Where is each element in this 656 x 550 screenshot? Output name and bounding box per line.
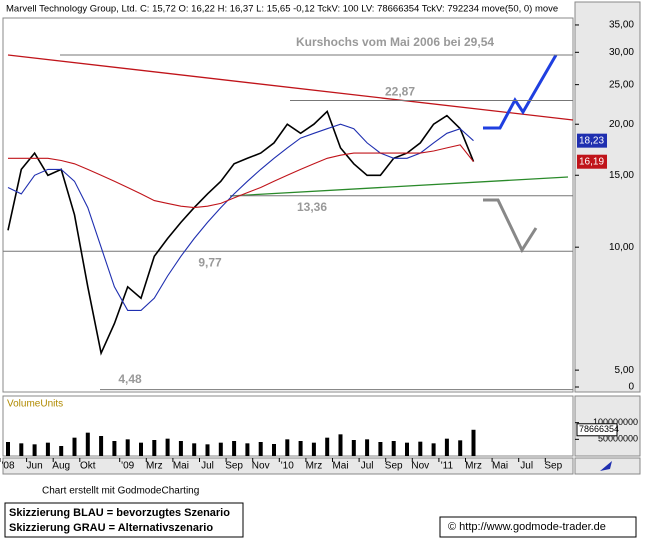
volume-bar <box>458 440 463 456</box>
price-line <box>8 144 474 209</box>
volume-bar <box>378 442 383 456</box>
volume-bar <box>391 441 396 456</box>
header: Marvell Technology Group, Ltd. C: 15,72 … <box>6 4 558 15</box>
end-label: 18,23 <box>579 135 604 146</box>
source: © http://www.godmode-trader.de <box>448 521 606 533</box>
volume-bar <box>72 437 77 456</box>
y-tick-label: 0 <box>628 382 634 393</box>
end-label-box <box>577 154 607 169</box>
x-tick-label: Jul <box>520 461 533 472</box>
volume-bar <box>431 443 436 456</box>
x-tick-label: '11 <box>441 461 454 472</box>
volume-bar <box>125 439 130 456</box>
x-tick-label: '09 <box>121 461 134 472</box>
corner-icon <box>600 461 612 471</box>
volume-bar <box>205 444 210 456</box>
volume-bar <box>19 443 24 456</box>
y-tick-label: 35,00 <box>609 20 634 31</box>
x-tick-label: Mai <box>173 461 189 472</box>
x-tick-label: Sep <box>544 461 562 472</box>
volume-last-box <box>576 423 618 437</box>
volume-bar <box>139 442 143 456</box>
level-label: 13,36 <box>297 200 327 214</box>
level-label: Kurshochs vom Mai 2006 bei 29,54 <box>296 35 494 49</box>
volume-bar <box>218 442 223 456</box>
price-axis-panel <box>574 1 641 393</box>
x-tick-label: '10 <box>281 461 294 472</box>
level-label: 9,77 <box>198 255 222 269</box>
volume-bar <box>152 440 157 456</box>
source-box <box>439 516 637 538</box>
volume-bar <box>351 440 356 456</box>
volume-bar <box>418 441 423 456</box>
volume-title: VolumeUnits <box>7 399 63 410</box>
x-tick-label: Mrz <box>146 461 163 472</box>
volume-bar <box>258 442 263 456</box>
x-tick-label: Jul <box>201 461 214 472</box>
scenario-gray <box>483 198 538 254</box>
x-tick-label: Mrz <box>306 461 323 472</box>
volume-bar <box>192 443 197 456</box>
x-tick-label: Sep <box>225 461 243 472</box>
x-tick-label: Sep <box>385 461 403 472</box>
end-label-box <box>577 133 607 148</box>
volume-bar <box>471 429 476 456</box>
volume-bar <box>112 441 117 456</box>
volume-bar <box>45 442 50 456</box>
y-tick-label: 20,00 <box>609 119 634 130</box>
x-tick-label: Jul <box>361 461 374 472</box>
trend-line <box>7 54 574 121</box>
x-tick-label: Nov <box>411 461 429 472</box>
volume-bar <box>272 444 276 456</box>
volume-bar <box>99 436 104 456</box>
x-tick-label: Mai <box>492 461 508 472</box>
x-tick-label: Aug <box>52 461 70 472</box>
volume-bar <box>85 432 90 456</box>
credit: Chart erstellt mit GodmodeCharting <box>42 486 199 497</box>
x-tick-label: Mrz <box>465 461 482 472</box>
volume-bar <box>59 446 64 456</box>
volume-bar <box>405 442 409 456</box>
y-tick-label: 25,00 <box>609 79 634 90</box>
legend-box <box>4 502 244 538</box>
volume-bar <box>365 439 370 456</box>
y-tick-label: 10,00 <box>609 242 634 253</box>
time-axis-panel <box>2 457 574 475</box>
volume-bar <box>245 443 250 456</box>
volume-bar <box>338 434 343 456</box>
end-label: 16,19 <box>579 156 604 167</box>
volume-bar <box>325 437 330 456</box>
level-label: 4,48 <box>118 372 142 386</box>
price-panel <box>2 17 574 393</box>
volume-bar <box>232 441 237 456</box>
trend-line <box>229 176 569 197</box>
volume-bar <box>311 442 316 456</box>
y-tick-label: 5,00 <box>615 365 635 376</box>
volume-bar <box>285 439 290 456</box>
x-tick-label: Mai <box>332 461 348 472</box>
volume-bar <box>444 438 449 456</box>
x-tick-label: '08 <box>1 461 14 472</box>
volume-last-label: 78666354 <box>579 424 619 434</box>
volume-bar <box>298 441 303 456</box>
x-tick-label: Jun <box>27 461 43 472</box>
x-tick-label: Nov <box>252 461 270 472</box>
x-tick-label: Okt <box>80 461 96 472</box>
legend-text: Skizzierung BLAU = bevorzugtes Szenario <box>9 507 230 519</box>
legend-text: Skizzierung GRAU = Alternativszenario <box>9 522 213 534</box>
volume-bar <box>165 438 170 456</box>
volume-tick-label: 100000000 <box>593 417 638 427</box>
price-line <box>7 123 474 311</box>
level-label: 22,87 <box>385 85 415 99</box>
y-tick-label: 30,00 <box>609 47 634 58</box>
y-tick-label: 15,00 <box>609 170 634 181</box>
volume-bar <box>32 444 37 456</box>
price-line <box>7 109 475 356</box>
volume-bar <box>178 441 183 456</box>
volume-bar <box>6 442 10 456</box>
volume-tick-label: 50000000 <box>598 434 638 444</box>
